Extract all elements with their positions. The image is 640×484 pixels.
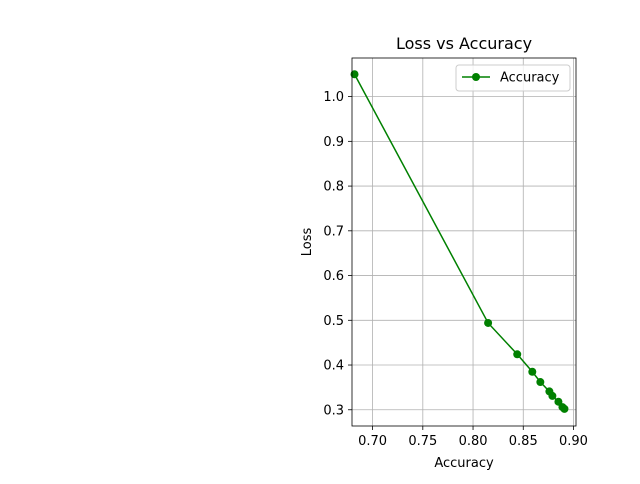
y-tick-label: 0.9 <box>323 135 344 150</box>
y-tick-label: 0.6 <box>323 269 344 284</box>
legend-box <box>455 64 571 92</box>
data-point <box>536 378 545 387</box>
y-tick-label: 0.3 <box>323 403 344 418</box>
y-tick-label: 1.0 <box>323 90 344 105</box>
y-axis-label: Loss <box>300 228 315 257</box>
tick-layer: 0.70 0.75 0.80 0.85 0.90 0.3 0.4 0.5 0.6 0.7 0.8 0.… <box>323 90 588 449</box>
x-axis-label: Accuracy <box>434 456 494 471</box>
y-tick-label: 0.8 <box>323 180 344 195</box>
x-tick-label: 0.90 <box>559 434 588 449</box>
data-point <box>513 350 522 359</box>
data-point <box>560 404 569 413</box>
x-tick-label: 0.85 <box>509 434 538 449</box>
plot-area <box>352 58 576 426</box>
y-tick-label: 0.4 <box>323 359 344 374</box>
data-point <box>350 70 359 79</box>
legend-marker <box>472 73 480 81</box>
data-point <box>528 367 537 376</box>
y-tick-label: 0.7 <box>323 224 344 239</box>
data-point <box>548 391 557 400</box>
x-tick-label: 0.75 <box>408 434 437 449</box>
legend-label: Accuracy <box>500 71 560 86</box>
x-tick-label: 0.80 <box>459 434 488 449</box>
x-tick-label: 0.70 <box>358 434 387 449</box>
chart-title: Loss vs Accuracy <box>396 34 532 53</box>
grid-layer <box>352 58 576 426</box>
legend: Accuracy <box>455 64 571 92</box>
y-tick-label: 0.5 <box>323 314 344 329</box>
data-point <box>484 318 493 327</box>
series-layer <box>350 70 569 413</box>
plot-frame <box>351 57 577 427</box>
